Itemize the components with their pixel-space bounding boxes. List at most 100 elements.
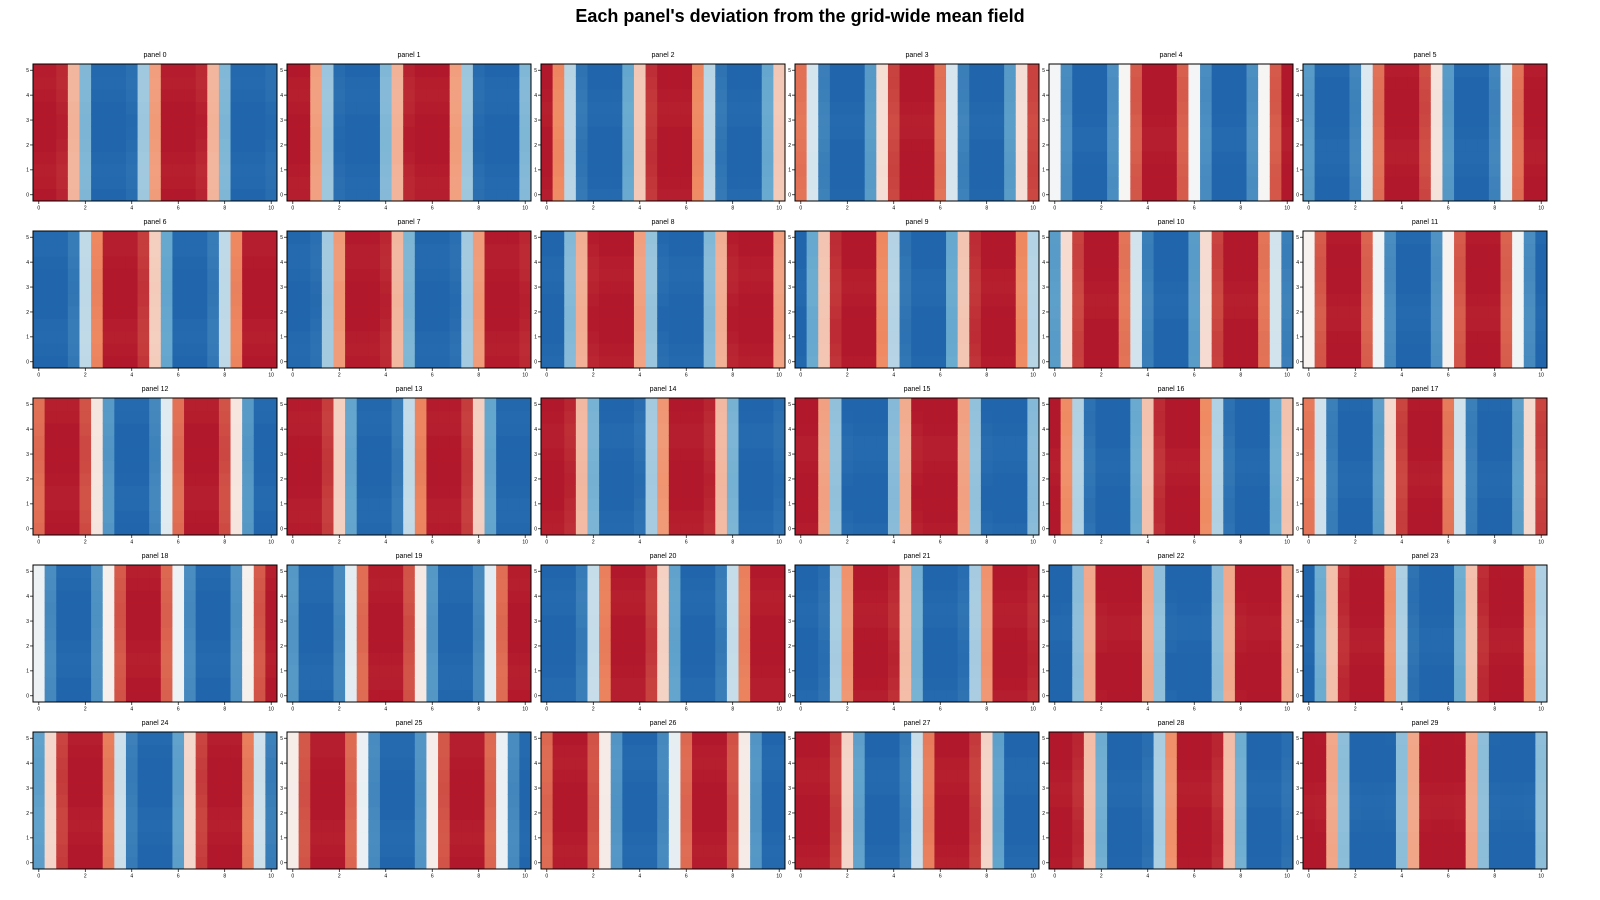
heatmap-cell	[102, 522, 115, 535]
heatmap-cell	[1246, 188, 1259, 201]
heatmap-cell	[715, 188, 728, 201]
heatmap-cell	[218, 88, 232, 102]
heatmap-cell	[992, 231, 1005, 245]
heatmap-cell	[1015, 410, 1028, 424]
heatmap-cell	[519, 330, 531, 344]
heatmap-cell	[645, 410, 658, 424]
heatmap-cell	[680, 231, 693, 245]
heatmap-cell	[1015, 151, 1028, 165]
heatmap-cell	[633, 113, 647, 127]
heatmap-cell	[1407, 76, 1420, 90]
heatmap-cell	[310, 305, 323, 319]
heatmap-cell	[1211, 88, 1224, 102]
heatmap-cell	[750, 113, 763, 127]
heatmap-cell	[750, 151, 763, 165]
heatmap-cell	[957, 330, 970, 344]
heatmap-cell	[102, 602, 115, 616]
heatmap-cell	[795, 176, 808, 190]
heatmap-cell	[622, 101, 635, 115]
y-tick-label: 4	[534, 427, 537, 433]
heatmap-cell	[1095, 64, 1108, 78]
heatmap-cell	[1258, 497, 1271, 511]
heatmap-cell	[356, 113, 369, 127]
heatmap-cell	[79, 652, 92, 666]
heatmap-cell	[1419, 497, 1432, 511]
heatmap-cell	[841, 497, 854, 511]
heatmap-cell	[1477, 305, 1490, 319]
panel-title: panel 0	[144, 52, 167, 59]
heatmap-cell	[368, 485, 381, 499]
heatmap-cell	[403, 355, 416, 368]
heatmap-cell	[1465, 343, 1478, 357]
heatmap-cell	[265, 138, 277, 152]
heatmap-cell	[265, 76, 277, 90]
heatmap-cell	[253, 293, 266, 307]
heatmap-cell	[1246, 422, 1259, 436]
heatmap-cell	[610, 447, 623, 461]
heatmap-cell	[1442, 126, 1455, 140]
heatmap-cell	[1384, 88, 1397, 102]
heatmap-cell	[368, 422, 381, 436]
heatmap-cell	[1269, 64, 1282, 78]
heatmap-cell	[461, 398, 474, 412]
heatmap-cell	[633, 64, 647, 78]
heatmap-cell	[333, 138, 346, 152]
heatmap-cell	[242, 305, 255, 319]
y-tick-label: 4	[280, 260, 283, 266]
heatmap-cell	[657, 485, 670, 499]
heatmap-cell	[818, 268, 831, 282]
heatmap-cell	[195, 589, 208, 603]
heatmap-cell	[1500, 231, 1513, 245]
heatmap-cell	[750, 268, 763, 282]
heatmap-cell	[345, 64, 358, 78]
heatmap-cell	[1384, 497, 1397, 511]
heatmap-cell	[680, 343, 693, 357]
heatmap-cell	[806, 460, 819, 474]
heatmap-cell	[184, 355, 197, 368]
heatmap-cell	[773, 355, 785, 368]
heatmap-cell	[1258, 485, 1271, 499]
x-tick-label: 10	[522, 206, 528, 212]
heatmap-cell	[1141, 64, 1155, 78]
heatmap-cell	[438, 176, 451, 190]
heatmap-cell	[1488, 176, 1502, 190]
heatmap-cell	[969, 460, 982, 474]
heatmap-cell	[1211, 318, 1224, 332]
heatmap-cell	[715, 447, 728, 461]
heatmap-cell	[564, 318, 577, 332]
heatmap-cell	[668, 305, 682, 319]
heatmap-cell	[391, 305, 404, 319]
heatmap-cell	[1407, 398, 1420, 412]
heatmap-cell	[125, 627, 139, 641]
heatmap-cell	[426, 293, 439, 307]
heatmap-cell	[137, 410, 150, 424]
heatmap-cell	[207, 689, 220, 702]
heatmap-cell	[414, 472, 428, 486]
heatmap-cell	[1523, 497, 1536, 511]
heatmap-cell	[1015, 176, 1028, 190]
heatmap-cell	[1523, 472, 1536, 486]
heatmap-cell	[1442, 64, 1455, 78]
heatmap-cell	[645, 101, 658, 115]
heatmap-cell	[761, 76, 774, 90]
heatmap-cell	[795, 435, 808, 449]
heatmap-cell	[1107, 305, 1120, 319]
heatmap-cell	[253, 355, 266, 368]
heatmap-cell	[218, 435, 232, 449]
heatmap-cell	[750, 460, 763, 474]
heatmap-cell	[56, 652, 69, 666]
heatmap-cell	[1130, 343, 1143, 357]
heatmap-cell	[1165, 435, 1178, 449]
heatmap-cell	[356, 435, 369, 449]
heatmap-cell	[1004, 243, 1017, 257]
heatmap-cell	[160, 138, 174, 152]
heatmap-cell	[125, 163, 139, 177]
heatmap-cell	[1349, 64, 1362, 78]
heatmap-cell	[1535, 76, 1547, 90]
heatmap-cell	[472, 318, 486, 332]
heatmap-cell	[829, 447, 843, 461]
heatmap-cell	[195, 460, 208, 474]
heatmap-cell	[1442, 497, 1455, 511]
heatmap-cell	[692, 293, 705, 307]
heatmap-cell	[773, 255, 785, 269]
